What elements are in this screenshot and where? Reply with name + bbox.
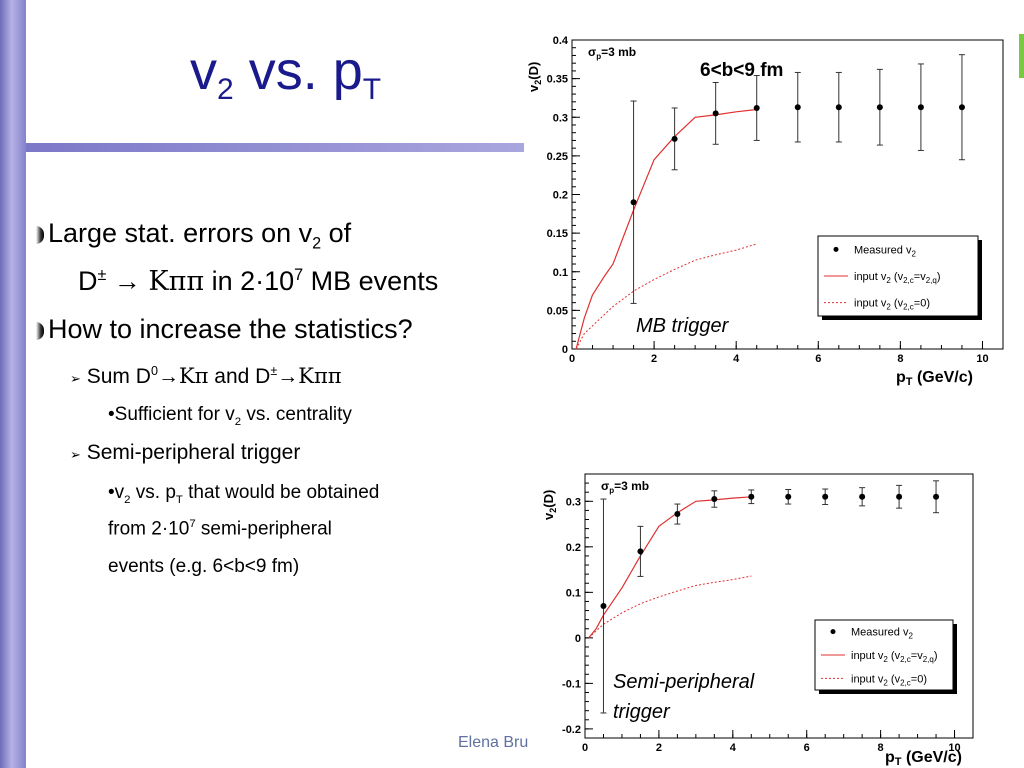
y-tick-label: 0 — [562, 344, 568, 356]
data-point — [785, 493, 792, 500]
legend-marker-points — [833, 246, 839, 252]
x-tick-label: 8 — [878, 742, 884, 754]
chart-semi-peripheral: -0.2 -0.1 0 0.1 0.2 0.3 0 2 4 6 8 10 v2(D) pT (GeV/c)… — [541, 473, 974, 768]
sub-sub-bullet-2: •v2 vs. pT that would be obtained — [108, 482, 380, 506]
y-axis-label: v2(D) — [526, 62, 543, 92]
chart-annotation-line2: trigger — [613, 701, 671, 723]
legend-marker-points — [830, 629, 836, 635]
y-tick-label: -0.1 — [562, 678, 581, 690]
y-tick-label: 0.25 — [547, 151, 568, 163]
legend-label-c0: input v2 (v2,c=0) — [854, 298, 930, 312]
x-tick-label: 10 — [948, 742, 960, 754]
curve-input-v2-c0 — [575, 243, 757, 350]
footer-author: Elena Bru — [458, 734, 529, 751]
data-point — [859, 493, 866, 500]
x-tick-label: 8 — [897, 353, 903, 365]
arrow-bullet-icon: ➢ — [70, 447, 81, 462]
y-tick-label: 0.3 — [566, 496, 581, 508]
data-point — [876, 104, 883, 111]
x-tick-label: 2 — [651, 353, 657, 365]
data-point — [674, 511, 681, 518]
legend-label-c0: input v2 (v2,c=0) — [851, 673, 927, 687]
data-point — [748, 493, 755, 500]
y-tick-label: 0.1 — [553, 267, 568, 279]
x-tick-label: 4 — [733, 353, 740, 365]
data-point — [630, 199, 637, 206]
sub-sub-bullet-1: •Sufficient for v2 vs. centrality — [108, 404, 352, 428]
y-tick-label: 0.15 — [547, 228, 568, 240]
data-point — [711, 496, 718, 503]
slide-title: v2 vs. pT — [190, 41, 382, 106]
data-point — [958, 104, 965, 111]
y-tick-label: 0.05 — [547, 305, 568, 317]
y-tick-label: -0.2 — [562, 724, 581, 736]
arrow-bullet-icon: ➢ — [70, 371, 81, 386]
y-tick-label: 0.35 — [547, 74, 568, 86]
sigma-label: σp=3 mb — [588, 45, 636, 61]
data-point — [933, 493, 940, 500]
legend-label-measured: Measured v2 — [851, 627, 913, 641]
x-tick-label: 10 — [976, 353, 988, 365]
bullet-icon — [36, 226, 44, 244]
y-tick-label: 0.1 — [566, 587, 581, 599]
y-tick-label: 0.4 — [553, 35, 569, 47]
bullet-2: How to increase the statistics? — [36, 314, 413, 345]
bullet-1: Large stat. errors on v2 of — [36, 218, 351, 253]
chart-annotation-line1: Semi-peripheral — [613, 671, 755, 693]
x-tick-label: 4 — [730, 742, 737, 754]
plot-frame — [584, 473, 974, 739]
curve-input-v2-cq — [588, 496, 752, 639]
data-point — [917, 104, 924, 111]
data-point — [822, 493, 829, 500]
green-tab — [1019, 34, 1024, 78]
y-tick-label: 0.3 — [553, 112, 568, 124]
data-point — [712, 110, 719, 117]
curve-input-v2-c0 — [588, 575, 752, 639]
data-point — [600, 603, 607, 609]
x-tick-label: 6 — [815, 353, 821, 365]
chart-mb-trigger: 0 0.05 0.1 0.15 0.2 0.25 0.3 0.35 0.4 0 2 4 6 8 10 v2(D… — [526, 35, 1004, 388]
chart-annotation: MB trigger — [636, 315, 730, 337]
chart-title: 6<b<9 fm — [700, 60, 783, 81]
data-point — [896, 493, 903, 500]
bullet-1-line2: D± → Kππ in 2·107 MB events — [78, 266, 439, 297]
x-axis-label: pT (GeV/c) — [896, 369, 973, 388]
legend-label-measured: Measured v2 — [854, 244, 916, 258]
x-tick-label: 0 — [569, 353, 575, 365]
legend-label-cq: input v2 (v2,c=v2,q) — [854, 271, 941, 285]
y-tick-label: 0 — [575, 633, 581, 645]
x-tick-label: 2 — [656, 742, 662, 754]
sub-bullet-1: ➢ Sum D0→Kπ and D±→Kππ — [70, 364, 342, 388]
curve-input-v2-cq — [575, 108, 757, 350]
y-tick-label: 0.2 — [566, 542, 581, 554]
y-axis-label: v2(D) — [541, 490, 558, 520]
sub-bullet-2: ➢ Semi-peripheral trigger — [70, 441, 301, 464]
sidebar-strip — [0, 0, 26, 768]
sub-sub-bullet-2-line2: from 2·107 semi-peripheral — [108, 518, 332, 540]
y-tick-label: 0.2 — [553, 190, 568, 202]
data-point — [794, 104, 801, 111]
data-point — [835, 104, 842, 111]
data-point — [671, 135, 678, 142]
x-axis-label: pT (GeV/c) — [885, 749, 962, 768]
sigma-label: σp=3 mb — [601, 479, 649, 495]
sub-sub-bullet-2-line3: events (e.g. 6<b<9 fm) — [108, 556, 300, 577]
bullet-icon — [36, 322, 44, 340]
title-underline — [26, 143, 524, 152]
x-tick-label: 6 — [804, 742, 810, 754]
data-point — [637, 548, 644, 555]
x-tick-label: 0 — [582, 742, 588, 754]
legend-label-cq: input v2 (v2,c=v2,q) — [851, 650, 938, 664]
data-point — [753, 104, 760, 111]
